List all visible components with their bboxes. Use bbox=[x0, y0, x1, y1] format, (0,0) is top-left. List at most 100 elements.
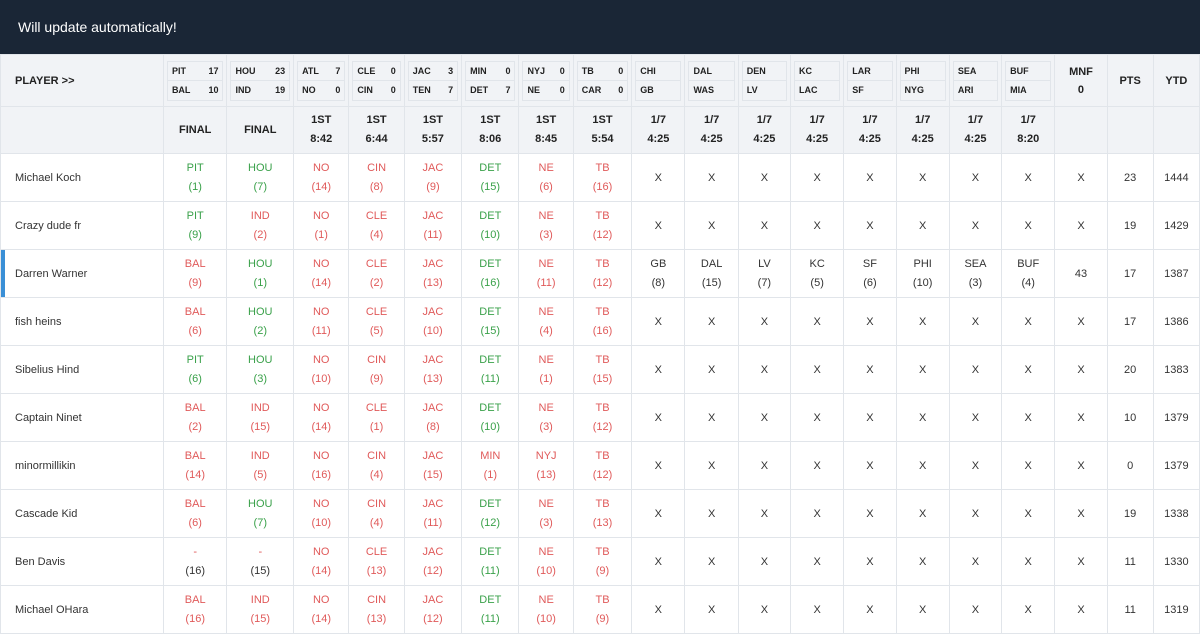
pick-cell: DET (10) bbox=[461, 201, 520, 250]
pick-cell: X bbox=[684, 585, 739, 634]
pick-team: CLE bbox=[365, 401, 388, 414]
matchup-box: DEN LV bbox=[741, 60, 788, 101]
away-score: 3 bbox=[448, 65, 454, 76]
pick-cell: X bbox=[684, 201, 739, 250]
away-team: JAC bbox=[412, 65, 431, 76]
pick-cell: X bbox=[948, 201, 1003, 250]
pick-confidence: (2) bbox=[253, 324, 267, 337]
pick-team: IND bbox=[250, 209, 270, 222]
pick-cell: X bbox=[631, 489, 686, 538]
pick-confidence: (7) bbox=[757, 276, 772, 289]
player-ytd: 1330 bbox=[1152, 537, 1200, 586]
away-team: LAR bbox=[852, 65, 871, 76]
player-name[interactable]: Crazy dude fr bbox=[0, 201, 164, 250]
player-row[interactable]: Cascade Kid BAL (6) HOU (7) NO (10) CIN (4) JAC (1… bbox=[0, 489, 1200, 538]
pick-confidence: (15) bbox=[480, 180, 501, 193]
pick: CIN (4) bbox=[349, 447, 403, 485]
away-team: CLE bbox=[357, 65, 376, 76]
pick-confidence: (10) bbox=[480, 420, 501, 433]
pick-confidence: (16) bbox=[592, 324, 613, 337]
player-name[interactable]: Captain Ninet bbox=[0, 393, 164, 442]
home-line: SF bbox=[848, 80, 892, 100]
away-line: ATL 7 bbox=[298, 62, 344, 81]
pick-team: TB bbox=[595, 545, 610, 558]
pick-cell: X bbox=[737, 393, 792, 442]
no-pick-mark: X bbox=[919, 363, 927, 376]
no-pick-mark: X bbox=[654, 555, 663, 568]
no-pick-mark: X bbox=[813, 315, 821, 328]
matchup-box: KC LAC bbox=[794, 60, 841, 101]
pick-cell: X bbox=[1001, 153, 1056, 202]
pick-team: NE bbox=[538, 545, 554, 558]
player-mnf: X bbox=[1054, 345, 1108, 394]
no-pick-mark: X bbox=[866, 603, 874, 616]
away-line: MIN 0 bbox=[466, 62, 514, 81]
player-row[interactable]: fish heins BAL (6) HOU (2) NO (11) CLE (5) JAC (10… bbox=[0, 297, 1200, 346]
pick-cell: X bbox=[737, 489, 792, 538]
player-row[interactable]: minormillikin BAL (14) IND (5) NO (16) CIN (4) JA… bbox=[0, 441, 1200, 490]
pick: NO (14) bbox=[294, 159, 348, 197]
matchup-box: DAL WAS bbox=[688, 60, 735, 101]
no-pick-mark: X bbox=[707, 507, 716, 520]
ytd-column-header[interactable]: YTD bbox=[1152, 54, 1200, 107]
game-matchup-dal-was: DAL WAS bbox=[684, 54, 739, 107]
player-ytd: 1338 bbox=[1152, 489, 1200, 538]
pick-cell: JAC (9) bbox=[403, 153, 463, 202]
away-line: LAR bbox=[848, 62, 891, 81]
pick-cell: IND (5) bbox=[226, 441, 295, 490]
pick: BAL (6) bbox=[164, 303, 227, 341]
player-row[interactable]: Sibelius Hind PIT (6) HOU (3) NO (10) CIN (9) JAC… bbox=[0, 345, 1200, 394]
player-name[interactable]: Darren Warner bbox=[0, 249, 164, 298]
game-matchup-atl-no: ATL 7 NO 0 bbox=[293, 54, 350, 107]
players-body: Michael Koch PIT (1) HOU (7) NO (14) CIN (8) JAC (… bbox=[0, 153, 1200, 634]
away-team: CHI bbox=[640, 65, 656, 76]
pick: BAL (2) bbox=[164, 399, 227, 437]
status-time: 4:25 bbox=[911, 133, 934, 145]
player-name[interactable]: Michael OHara bbox=[0, 585, 164, 634]
player-name[interactable]: minormillikin bbox=[0, 441, 164, 490]
pick-cell: - (16) bbox=[162, 537, 228, 586]
pick: JAC (13) bbox=[405, 351, 461, 389]
pts-column-header[interactable]: PTS bbox=[1106, 54, 1154, 107]
pick-confidence: (3) bbox=[539, 228, 553, 241]
game-status: 1/7 4:25 bbox=[737, 106, 792, 154]
home-team: BAL bbox=[171, 85, 191, 96]
pick-confidence: (6) bbox=[539, 180, 553, 193]
player-name[interactable]: Ben Davis bbox=[0, 537, 164, 586]
pick: PIT (9) bbox=[164, 207, 227, 245]
pick-cell: X bbox=[790, 153, 845, 202]
pick-cell: NE (3) bbox=[518, 489, 574, 538]
player-row[interactable]: Darren Warner BAL (9) HOU (1) NO (14) CLE (2) JAC… bbox=[0, 249, 1200, 298]
status-period: 1ST bbox=[536, 114, 557, 126]
away-team: DEN bbox=[746, 65, 766, 76]
player-name[interactable]: fish heins bbox=[0, 297, 164, 346]
player-row[interactable]: Michael OHara BAL (16) IND (15) NO (14) CIN (13)… bbox=[0, 585, 1200, 634]
player-row[interactable]: Michael Koch PIT (1) HOU (7) NO (14) CIN (8) JAC (… bbox=[0, 153, 1200, 202]
pick-cell: X bbox=[895, 585, 950, 634]
pick-team: BAL bbox=[184, 401, 206, 414]
pick: - (15) bbox=[227, 543, 293, 581]
pick-cell: X bbox=[1001, 297, 1056, 346]
pick-cell: X bbox=[631, 393, 686, 442]
player-name[interactable]: Michael Koch bbox=[0, 153, 164, 202]
home-score: 0 bbox=[559, 85, 565, 96]
player-name[interactable]: Cascade Kid bbox=[0, 489, 164, 538]
player-row[interactable]: Captain Ninet BAL (2) IND (15) NO (14) CLE (1) JA… bbox=[0, 393, 1200, 442]
player-column-header[interactable]: PLAYER >> bbox=[0, 54, 164, 107]
game-matchup-phi-nyg: PHI NYG bbox=[895, 54, 950, 107]
pick-team: PHI bbox=[913, 257, 932, 270]
pick: JAC (15) bbox=[405, 447, 461, 485]
pick-confidence: (12) bbox=[592, 468, 613, 481]
player-row[interactable]: Crazy dude fr PIT (9) IND (2) NO (1) CLE (4) JAC (… bbox=[0, 201, 1200, 250]
player-row[interactable]: Ben Davis - (16) - (15) NO (14) CLE (13) JAC (12) D… bbox=[0, 537, 1200, 586]
away-line: CHI bbox=[636, 62, 680, 81]
player-name[interactable]: Sibelius Hind bbox=[0, 345, 164, 394]
player-mnf: X bbox=[1054, 201, 1108, 250]
pick-cell: GB (8) bbox=[631, 249, 686, 298]
pick: - (16) bbox=[164, 543, 227, 581]
pick-confidence: (9) bbox=[188, 228, 202, 241]
pick-confidence: (1) bbox=[539, 372, 553, 385]
player-mnf: X bbox=[1054, 585, 1108, 634]
pick: NO (14) bbox=[294, 399, 348, 437]
pick-team: JAC bbox=[422, 353, 444, 366]
